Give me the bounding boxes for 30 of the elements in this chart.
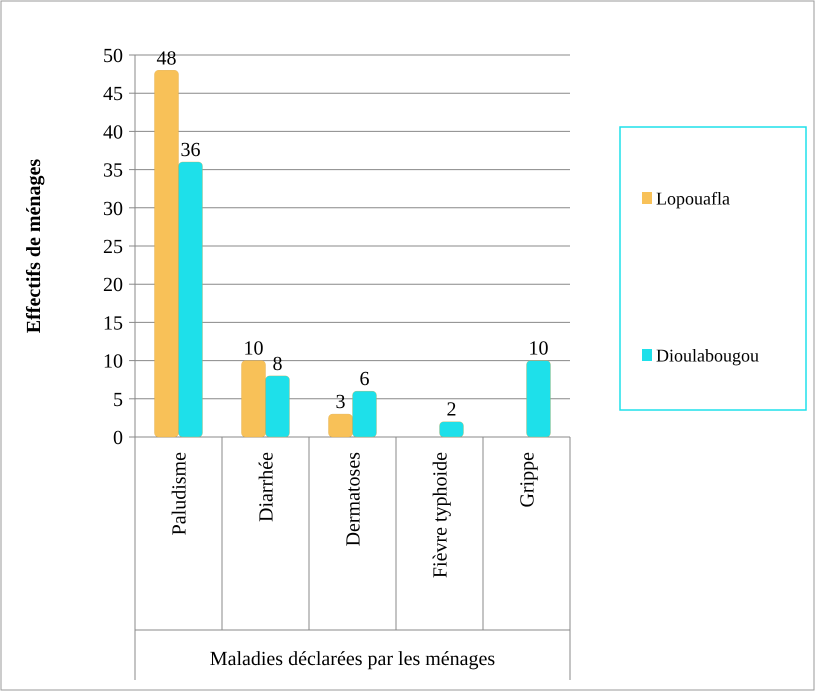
legend-label: Dioulabougou (656, 345, 759, 366)
y-tick-label: 20 (103, 274, 123, 296)
bar (526, 360, 551, 438)
y-axis-title: Effectifs de ménages (23, 158, 45, 334)
x-tick-label: Diarrhée (256, 452, 278, 522)
x-tick-label: Fièvre typhoide (430, 452, 452, 578)
y-tick-label: 25 (103, 236, 123, 258)
y-tick-label: 50 (103, 45, 123, 67)
x-tick-label: Paludisme (168, 452, 190, 536)
legend-label: Lopouafla (656, 188, 730, 208)
x-tick-label: Grippe (516, 452, 538, 508)
y-tick-label: 10 (103, 350, 123, 373)
y-tick-label: 35 (103, 160, 123, 182)
y-tick-label: 30 (103, 198, 123, 220)
data-label: 2 (446, 398, 456, 421)
x-tick-label: Dermatoses (342, 452, 364, 546)
data-label: 10 (244, 338, 264, 360)
y-tick-label: 45 (103, 83, 123, 106)
data-label: 36 (180, 138, 200, 161)
data-label: 8 (272, 352, 282, 375)
data-label: 6 (360, 368, 370, 390)
bar (439, 422, 464, 438)
y-tick-label: 15 (103, 312, 123, 334)
data-label: 3 (336, 391, 346, 414)
data-label: 48 (156, 47, 176, 70)
data-label: 10 (528, 338, 548, 360)
x-axis-title: Maladies déclarées par les ménages (210, 648, 496, 670)
y-tick-label: 0 (113, 427, 123, 449)
y-tick-label: 5 (113, 388, 123, 411)
y-tick-label: 40 (103, 121, 123, 144)
